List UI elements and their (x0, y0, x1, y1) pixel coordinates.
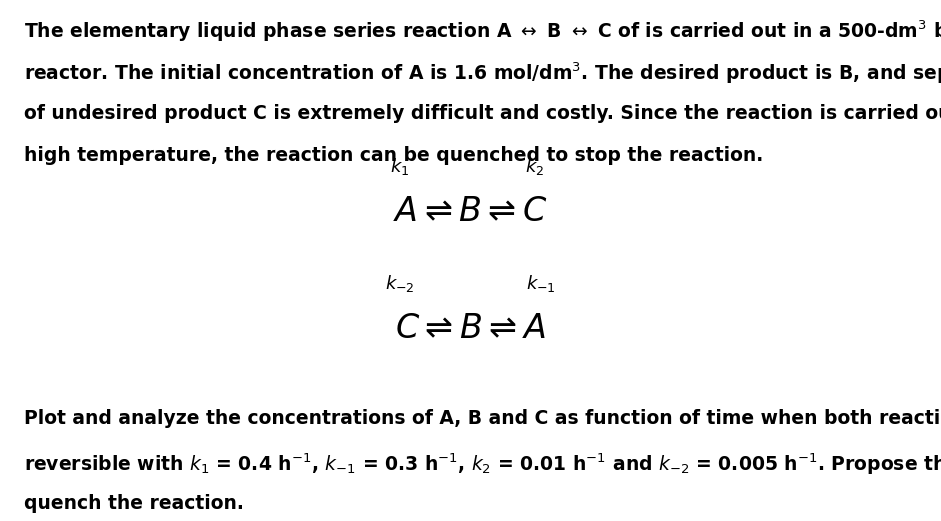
Text: high temperature, the reaction can be quenched to stop the reaction.: high temperature, the reaction can be qu… (24, 146, 763, 165)
Text: quench the reaction.: quench the reaction. (24, 494, 244, 513)
Text: reversible with $k_1$ = 0.4 h$^{-1}$, $k_{-1}$ = 0.3 h$^{-1}$, $k_2$ = 0.01 h$^{: reversible with $k_1$ = 0.4 h$^{-1}$, $k… (24, 452, 941, 477)
Text: $\mathit{A} \rightleftharpoons \mathit{B} \rightleftharpoons \mathit{C}$: $\mathit{A} \rightleftharpoons \mathit{B… (393, 194, 548, 228)
Text: $\mathit{C} \rightleftharpoons \mathit{B} \rightleftharpoons \mathit{A}$: $\mathit{C} \rightleftharpoons \mathit{B… (395, 312, 546, 345)
Text: Plot and analyze the concentrations of A, B and C as function of time when both : Plot and analyze the concentrations of A… (24, 409, 941, 428)
Text: reactor. The initial concentration of A is 1.6 mol/dm$^3$. The desired product i: reactor. The initial concentration of A … (24, 61, 941, 86)
Text: $k_{-1}$: $k_{-1}$ (526, 274, 556, 294)
Text: $k_2$: $k_2$ (525, 156, 544, 177)
Text: of undesired product C is extremely difficult and costly. Since the reaction is : of undesired product C is extremely diff… (24, 104, 941, 122)
Text: The elementary liquid phase series reaction A $\leftrightarrow$ B $\leftrightarr: The elementary liquid phase series react… (24, 18, 941, 44)
Text: $k_1$: $k_1$ (391, 156, 409, 177)
Text: $k_{-2}$: $k_{-2}$ (385, 274, 415, 294)
